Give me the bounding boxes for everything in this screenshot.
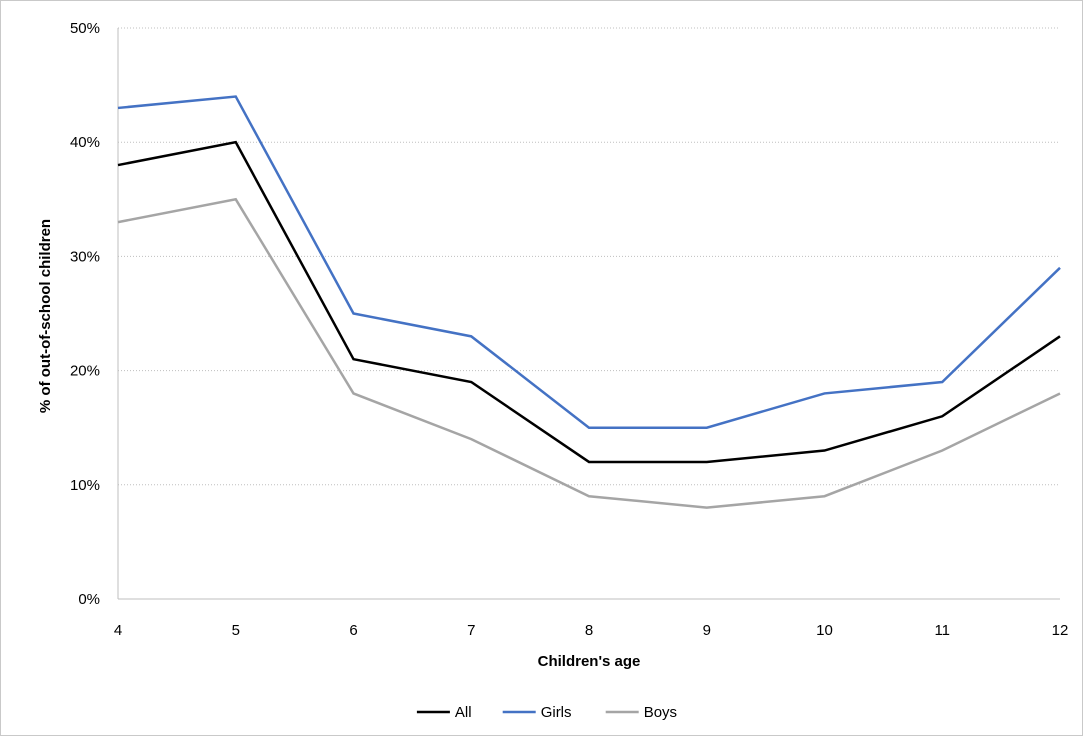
- y-tick-label: 30%: [70, 248, 100, 265]
- legend: All Girls Boys: [416, 704, 677, 721]
- x-tick-label: 12: [1052, 622, 1069, 639]
- x-tick-label: 4: [114, 622, 122, 639]
- series-line-girls: [117, 95, 1061, 429]
- legend-label-girls: Girls: [541, 704, 572, 721]
- x-tick-label: 7: [467, 622, 475, 639]
- y-tick-label: 20%: [70, 363, 100, 380]
- series-line-all: [117, 140, 1061, 464]
- x-tick-label: 9: [703, 622, 711, 639]
- y-tick-label: 40%: [70, 134, 100, 151]
- y-axis-title: % of out-of-school children: [37, 219, 54, 413]
- x-tick-label: 6: [349, 622, 357, 639]
- gridlines: [118, 27, 1060, 486]
- series-line-boys: [117, 197, 1061, 509]
- x-tick-label: 5: [232, 622, 240, 639]
- y-tick-label: 10%: [70, 477, 100, 494]
- axes: [117, 28, 1060, 600]
- legend-label-all: All: [455, 704, 472, 721]
- x-tick-label: 11: [934, 622, 950, 639]
- tick-labels: 0% 10% 20% 30% 40% 50% 4 5 6 7 8 9 10 11 12: [70, 20, 1068, 639]
- legend-label-boys: Boys: [644, 704, 677, 721]
- x-tick-label: 8: [585, 622, 593, 639]
- x-tick-label: 10: [816, 622, 833, 639]
- y-tick-label: 50%: [70, 20, 100, 37]
- y-tick-label: 0%: [78, 591, 100, 608]
- series-lines: [117, 95, 1061, 509]
- x-axis-title: Children's age: [538, 653, 641, 670]
